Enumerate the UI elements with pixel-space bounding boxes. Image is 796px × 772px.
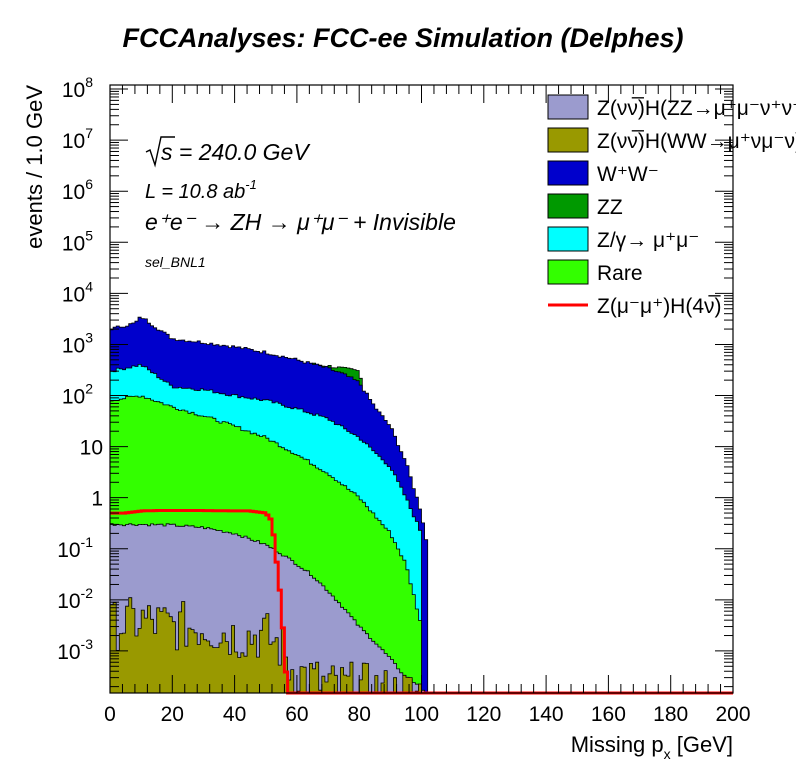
legend-swatch-zgamma: [547, 226, 589, 252]
y-axis-label: events / 1.0 GeV: [22, 85, 47, 249]
y-tick-label: 10: [80, 437, 103, 460]
x-axis-ticks: 0 20 40 60 80 100 120 140 160 180 200: [104, 85, 751, 726]
y-tick-label: 103: [62, 329, 93, 357]
legend-label-signal: Z(μ⁻μ⁺)H(4ν̅): [597, 295, 722, 318]
histogram-layers: [109, 316, 429, 694]
y-tick-label: 106: [62, 176, 93, 204]
y-tick-label: 108: [62, 74, 93, 102]
legend-label-zgamma: Z/γ→ μ⁺μ⁻: [597, 229, 699, 252]
legend-swatch-zh-ww: [547, 127, 589, 153]
x-tick-label: 20: [161, 703, 184, 726]
x-tick-label: 200: [715, 703, 750, 726]
y-tick-label: 105: [62, 227, 93, 255]
sqrt-symbol: [145, 136, 175, 168]
x-tick-label: 80: [348, 703, 371, 726]
process-label: e⁺e⁻ → ZH → μ⁺μ⁻ + Invisible: [145, 209, 456, 235]
y-tick-label: 10-1: [57, 534, 93, 562]
x-tick-label: 100: [404, 703, 439, 726]
sqrt-s-label: s = 240.0 GeV: [161, 139, 311, 165]
chart-title: FCCAnalyses: FCC-ee Simulation (Delphes): [122, 23, 683, 53]
legend: Z(νν̅)H(ZZ→μ⁺μ⁻ν⁺ν⁻) Z(νν̅)H(WW→μ⁺νμ⁻ν) W⁺…: [547, 94, 796, 318]
x-tick-label: 0: [104, 703, 116, 726]
y-tick-label: 104: [62, 278, 93, 306]
x-axis-label: Missing px [GeV]: [571, 732, 733, 762]
annotations: s = 240.0 GeV L = 10.8 ab-1 e⁺e⁻ → ZH → …: [145, 136, 456, 270]
legend-label-ww: W⁺W⁻: [597, 163, 659, 186]
y-tick-label: 107: [62, 125, 93, 153]
y-tick-label: 1: [91, 488, 103, 511]
legend-label-zh-zz: Z(νν̅)H(ZZ→μ⁺μ⁻ν⁺ν⁻): [597, 97, 796, 120]
y-tick-label: 10-3: [57, 636, 93, 664]
y-tick-label: 102: [62, 381, 93, 409]
lumi-label: L = 10.8 ab-1: [145, 177, 257, 203]
x-tick-label: 180: [653, 703, 688, 726]
legend-label-zh-ww: Z(νν̅)H(WW→μ⁺νμ⁻ν): [597, 130, 796, 153]
legend-swatch-zh-zz: [547, 94, 589, 120]
x-tick-label: 60: [285, 703, 308, 726]
x-tick-label: 160: [591, 703, 626, 726]
x-tick-label: 120: [466, 703, 501, 726]
legend-swatch-ww: [547, 160, 589, 186]
legend-swatch-zz: [547, 193, 589, 219]
x-tick-label: 40: [223, 703, 246, 726]
legend-swatch-rare: [547, 259, 589, 285]
selection-label: sel_BNL1: [145, 254, 206, 270]
zh-ww-area-series: [109, 597, 422, 694]
legend-label-zz: ZZ: [597, 196, 623, 219]
y-tick-label: 10-2: [57, 585, 93, 613]
legend-label-rare: Rare: [597, 262, 643, 285]
x-tick-label: 140: [529, 703, 564, 726]
